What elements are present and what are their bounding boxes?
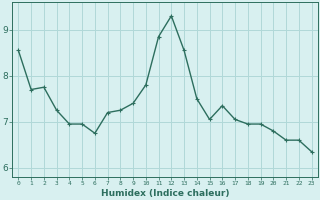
X-axis label: Humidex (Indice chaleur): Humidex (Indice chaleur) — [101, 189, 229, 198]
